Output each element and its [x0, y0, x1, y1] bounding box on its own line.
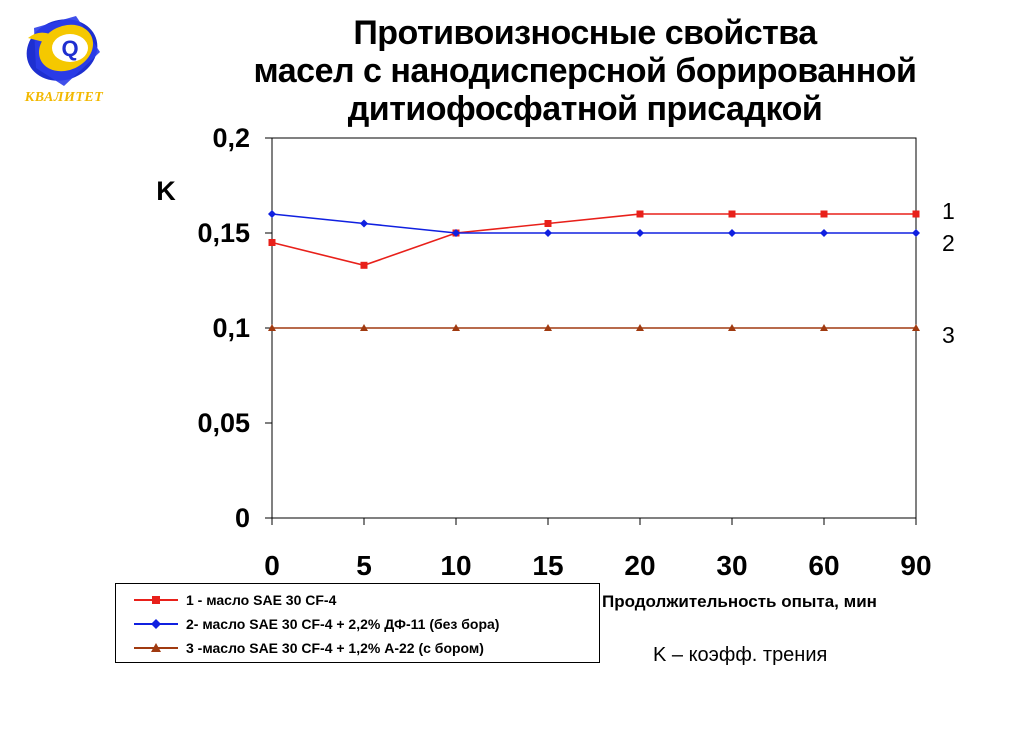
x-tick-label: 60: [808, 550, 839, 581]
y-axis-label: K: [156, 176, 176, 206]
data-point-series-1: [268, 239, 276, 246]
series-end-label-2: 2: [942, 230, 955, 256]
legend-swatch-3: [134, 643, 178, 652]
x-tick-label: 20: [624, 550, 655, 581]
x-tick-label: 10: [440, 550, 471, 581]
data-point-series-1: [820, 210, 828, 218]
legend-label-2: 2- масло SAE 30 CF-4 + 2,2% ДФ-11 (без б…: [186, 616, 500, 632]
data-point-series-3: [360, 324, 368, 331]
y-tick-label: 0: [235, 503, 250, 533]
coefficient-note: K – коэфф. трения: [653, 644, 828, 666]
data-point-series-3: [452, 324, 460, 331]
x-tick-label: 5: [356, 550, 372, 581]
y-tick-label: 0,15: [197, 218, 250, 248]
data-point-series-1: [360, 261, 368, 269]
data-point-series-2: [360, 219, 368, 228]
legend-item-3: 3 -масло SAE 30 CF-4 + 1,2% А-22 (с боро…: [134, 638, 484, 658]
y-tick-label: 0,1: [212, 313, 250, 343]
data-point-series-2: [452, 229, 460, 237]
svg-text:Q: Q: [61, 36, 78, 61]
data-point-series-1: [636, 210, 644, 218]
data-point-series-1: [544, 220, 552, 227]
x-tick-label: 90: [900, 550, 931, 581]
x-tick-label: 30: [716, 550, 747, 581]
data-point-series-2: [636, 229, 644, 237]
legend-item-1: 1 - масло SAE 30 CF-4: [134, 590, 336, 610]
chart-legend: 1 - масло SAE 30 CF-4 2- масло SAE 30 CF…: [115, 583, 600, 663]
x-axis-label: Продолжительность опыта, мин: [602, 592, 877, 611]
data-point-series-1: [728, 210, 736, 218]
data-point-series-2: [544, 229, 552, 237]
chart-title: Противоизносные свойства масел с нанодис…: [230, 14, 940, 128]
data-point-series-3: [820, 324, 828, 331]
data-point-series-2: [268, 210, 276, 218]
data-point-series-3: [636, 324, 644, 331]
data-point-series-3: [912, 324, 920, 331]
data-point-series-2: [912, 229, 920, 237]
data-point-series-2: [728, 229, 736, 237]
kvalitet-logo: Q: [26, 16, 100, 86]
y-tick-label: 0,05: [197, 408, 250, 438]
chart-title-line-3: дитиофосфатной присадкой: [347, 90, 823, 128]
chart-title-line-1: Противоизносные свойства: [353, 14, 817, 52]
data-point-series-3: [544, 324, 552, 331]
data-point-series-3: [728, 324, 736, 331]
series-end-label-3: 3: [942, 322, 955, 348]
legend-label-1: 1 - масло SAE 30 CF-4: [186, 592, 337, 608]
data-point-series-3: [268, 324, 276, 331]
legend-swatch-2: [134, 619, 178, 629]
data-point-series-2: [820, 229, 828, 237]
data-point-series-1: [912, 210, 920, 218]
series-line-1: [271, 213, 916, 267]
x-tick-label: 0: [264, 550, 280, 581]
x-tick-label: 15: [532, 550, 563, 581]
legend-item-2: 2- масло SAE 30 CF-4 + 2,2% ДФ-11 (без б…: [134, 614, 499, 634]
series-line-2: [271, 213, 916, 234]
series-end-label-1: 1: [942, 198, 955, 224]
legend-label-3: 3 -масло SAE 30 CF-4 + 1,2% А-22 (с боро…: [186, 640, 484, 656]
legend-swatch-1: [134, 596, 178, 604]
y-tick-label: 0,2: [212, 123, 250, 153]
logo-text: КВАЛИТЕТ: [24, 90, 104, 105]
chart-title-line-2: масел с нанодисперсной борированной: [253, 52, 917, 90]
